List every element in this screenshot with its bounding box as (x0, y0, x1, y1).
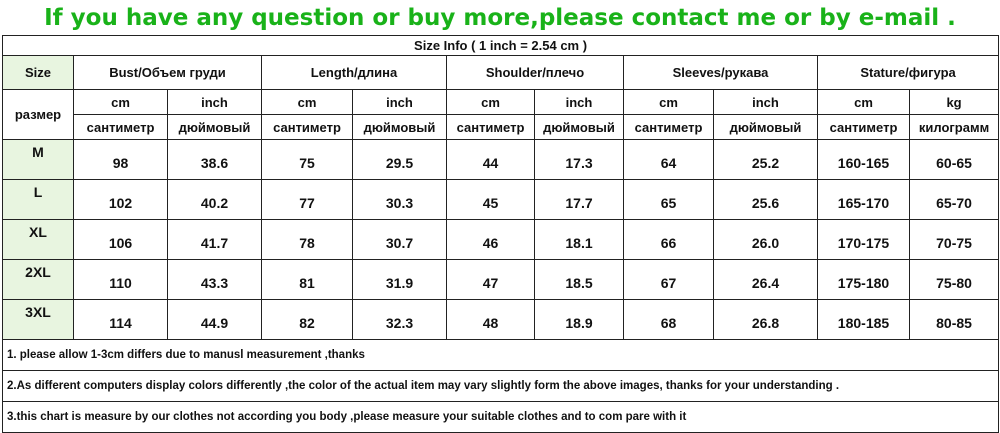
size-cell: 3XL (2, 299, 74, 340)
table-cell: 106 (73, 219, 168, 260)
unit-header: inch (713, 89, 818, 115)
table-cell: 18.1 (534, 219, 624, 260)
table-cell: 75-80 (908, 259, 1000, 300)
size-cell: 2XL (2, 259, 74, 300)
table-cell: 81 (261, 259, 353, 300)
table-cell: 77 (261, 179, 353, 220)
table-cell: 110 (73, 259, 168, 300)
header-row-units-ru: сантиметр дюймовый сантиметр дюймовый са… (3, 114, 1000, 140)
unit-header-ru: сантиметр (261, 114, 353, 140)
table-cell: 26.0 (713, 219, 818, 260)
table-cell: 40.2 (167, 179, 262, 220)
size-header: Size (2, 55, 74, 90)
group-header-sleeves: Sleeves/рукава (623, 55, 818, 90)
table-cell: 60-65 (908, 139, 1000, 180)
table-cell: 48 (446, 299, 535, 340)
table-cell: 170-175 (817, 219, 910, 260)
unit-header: cm (817, 89, 910, 115)
note-2: 2.As different computers display colors … (1, 370, 1000, 402)
table-cell: 30.3 (352, 179, 447, 220)
table-cell: 82 (261, 299, 353, 340)
table-cell: 66 (623, 219, 714, 260)
unit-header-ru: сантиметр (817, 114, 910, 140)
header-row-units: размер cm inch cm inch cm inch cm inch c… (2, 89, 1000, 140)
table-cell: 18.9 (534, 299, 624, 340)
note-3: 3.this chart is measure by our clothes n… (1, 401, 1000, 433)
table-row: L 102 40.2 77 30.3 45 17.7 65 25.6 165-1… (2, 179, 1000, 220)
table-cell: 17.3 (534, 139, 624, 180)
table-cell: 98 (73, 139, 168, 180)
note-1: 1. please allow 1-3cm differs due to man… (1, 339, 1000, 371)
table-cell: 45 (446, 179, 535, 220)
group-header-shoulder: Shoulder/плечо (446, 55, 624, 90)
table-cell: 180-185 (817, 299, 910, 340)
contact-banner: If you have any question or buy more,ple… (44, 5, 956, 31)
table-cell: 44.9 (167, 299, 262, 340)
table-cell: 25.2 (713, 139, 818, 180)
table-cell: 18.5 (534, 259, 624, 300)
table-cell: 175-180 (817, 259, 910, 300)
group-header-stature: Stature/фигура (816, 55, 1000, 90)
table-cell: 43.3 (167, 259, 262, 300)
table-cell: 46 (446, 219, 535, 260)
table-cell: 68 (623, 299, 714, 340)
table-cell: 26.4 (713, 259, 818, 300)
table-row: 3XL 114 44.9 82 32.3 48 18.9 68 26.8 180… (2, 299, 1000, 340)
header-row-groups: Size Bust/Объем груди Length/длина Shoul… (2, 55, 1000, 90)
unit-header: inch (534, 89, 624, 115)
size-info-row: Size Info ( 1 inch = 2.54 cm ) (1, 35, 1000, 56)
unit-header-ru: килограмм (908, 114, 1000, 140)
table-cell: 80-85 (908, 299, 1000, 340)
group-header-bust: Bust/Объем груди (73, 55, 262, 90)
table-cell: 32.3 (352, 299, 447, 340)
size-table: Size Info ( 1 inch = 2.54 cm ) Size Bust… (1, 35, 1000, 433)
size-header-ru: размер (2, 89, 74, 140)
table-cell: 26.8 (713, 299, 818, 340)
unit-header: cm (261, 89, 353, 115)
table-cell: 67 (623, 259, 714, 300)
size-chart-page: If you have any question or buy more,ple… (1, 5, 1000, 433)
table-cell: 47 (446, 259, 535, 300)
table-row: XL 106 41.7 78 30.7 46 18.1 66 26.0 170-… (2, 219, 1000, 260)
table-cell: 165-170 (817, 179, 910, 220)
table-cell: 64 (623, 139, 714, 180)
table-cell: 31.9 (352, 259, 447, 300)
unit-header-ru: сантиметр (623, 114, 714, 140)
table-cell: 65-70 (908, 179, 1000, 220)
unit-header-ru: дюймовый (534, 114, 624, 140)
table-cell: 38.6 (167, 139, 262, 180)
unit-header: cm (623, 89, 714, 115)
table-cell: 160-165 (817, 139, 910, 180)
unit-header: cm (73, 89, 168, 115)
table-row: M 98 38.6 75 29.5 44 17.3 64 25.2 160-16… (2, 139, 1000, 180)
table-cell: 41.7 (167, 219, 262, 260)
table-cell: 17.7 (534, 179, 624, 220)
table-cell: 30.7 (352, 219, 447, 260)
unit-header: kg (908, 89, 1000, 115)
table-cell: 102 (73, 179, 168, 220)
unit-header: cm (446, 89, 535, 115)
size-cell: L (2, 179, 74, 220)
unit-header-ru: сантиметр (446, 114, 535, 140)
table-row: 2XL 110 43.3 81 31.9 47 18.5 67 26.4 175… (2, 259, 1000, 300)
unit-header: inch (352, 89, 447, 115)
size-cell: M (2, 139, 74, 180)
unit-header: inch (167, 89, 262, 115)
table-cell: 25.6 (713, 179, 818, 220)
unit-header-ru: дюймовый (167, 114, 262, 140)
unit-header-ru: сантиметр (73, 114, 168, 140)
table-cell: 78 (261, 219, 353, 260)
table-cell: 44 (446, 139, 535, 180)
table-cell: 29.5 (352, 139, 447, 180)
table-cell: 65 (623, 179, 714, 220)
size-cell: XL (2, 219, 74, 260)
table-cell: 70-75 (908, 219, 1000, 260)
table-cell: 75 (261, 139, 353, 180)
unit-header-ru: дюймовый (713, 114, 818, 140)
table-cell: 114 (73, 299, 168, 340)
group-header-length: Length/длина (261, 55, 447, 90)
unit-header-ru: дюймовый (352, 114, 447, 140)
